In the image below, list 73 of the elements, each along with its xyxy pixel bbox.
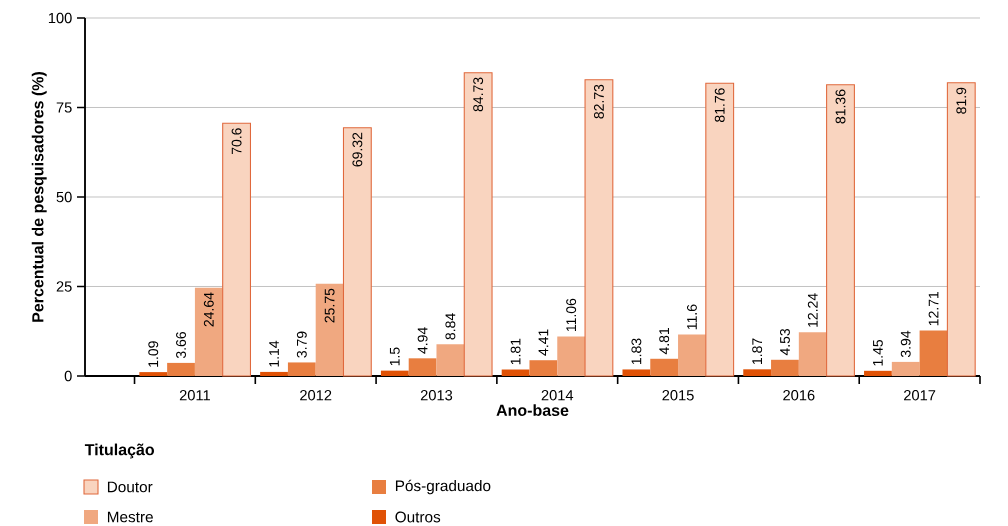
bar (315, 283, 344, 376)
data-label: 1.83 (631, 338, 642, 365)
bar (342, 127, 372, 377)
data-label: 3.79 (296, 331, 307, 358)
data-label: 8.84 (445, 313, 456, 340)
bar (771, 359, 799, 376)
legend-label: Mestre (107, 511, 153, 523)
data-label: 84.73 (473, 77, 484, 112)
data-label: 12.24 (807, 293, 818, 327)
data-label: 1.81 (510, 338, 521, 365)
x-tick-label: 2015 (662, 390, 694, 401)
data-label: 1.14 (269, 340, 279, 367)
legend-label: Pós-graduado (395, 479, 491, 495)
bar (436, 344, 465, 376)
bar (287, 362, 316, 376)
x-axis-title: Ano-base (496, 404, 569, 416)
data-label: 3.94 (900, 330, 911, 358)
x-tick-label: 2016 (783, 390, 815, 401)
x-tick-label: 2012 (300, 390, 332, 401)
y-tick-label: 50 (56, 191, 72, 203)
bar (705, 82, 735, 377)
data-label: 1.09 (148, 341, 159, 367)
data-label: 70.6 (231, 128, 242, 155)
data-label: 4.81 (659, 327, 670, 355)
y-tick-label: 25 (56, 281, 72, 292)
y-tick-label: 100 (48, 12, 72, 24)
bar (557, 336, 586, 376)
bar (501, 369, 530, 376)
data-label: 3.66 (176, 332, 186, 359)
legend-label: Doutor (107, 481, 153, 493)
bar (380, 370, 409, 376)
data-label: 1.5 (389, 347, 400, 366)
bar (826, 84, 855, 377)
y-tick-label: 0 (64, 370, 72, 382)
data-label: 69.32 (352, 132, 363, 167)
y-axis-title: Percentual de pesquisadores (%) (31, 71, 47, 322)
data-label: 4.94 (417, 327, 428, 354)
data-label: 25.75 (324, 288, 335, 323)
data-label: 4.53 (779, 328, 790, 356)
data-label: 81.76 (714, 88, 725, 122)
bar (650, 358, 679, 376)
data-label: 11.6 (686, 304, 697, 330)
bar (678, 334, 706, 376)
bar (260, 371, 288, 376)
legend-title: Titulação (84, 443, 155, 459)
data-label: 24.64 (203, 292, 214, 327)
bar (743, 369, 772, 376)
bar (463, 72, 493, 377)
x-tick-label: 2017 (904, 390, 936, 401)
data-label: 1.87 (752, 338, 763, 364)
bar (408, 358, 437, 376)
x-tick-label: 2013 (420, 390, 453, 401)
bar (798, 332, 827, 376)
data-label: 81.36 (835, 89, 846, 124)
bar (584, 79, 614, 377)
data-label: 12.71 (928, 291, 939, 326)
bar (222, 122, 252, 377)
bar (529, 360, 558, 376)
x-tick-label: 2011 (179, 390, 210, 401)
bar (864, 370, 892, 376)
data-label: 82.73 (593, 84, 604, 119)
data-label: 1.45 (873, 339, 883, 366)
bar (194, 287, 223, 376)
data-label: 4.41 (538, 329, 549, 356)
data-label: 81.9 (956, 87, 967, 114)
bar (622, 369, 651, 376)
y-tick-label: 75 (56, 102, 72, 113)
bar (167, 362, 195, 376)
x-tick-label: 2014 (541, 390, 574, 401)
bar (139, 372, 168, 376)
legend-label: Outros (395, 511, 441, 523)
bar (946, 82, 976, 377)
data-label: 11.06 (566, 298, 577, 332)
